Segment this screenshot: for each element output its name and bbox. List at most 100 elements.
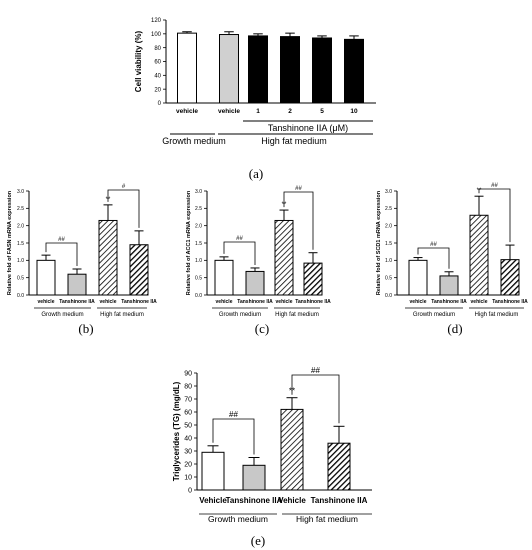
y-tick-label: 0.0 <box>195 293 202 299</box>
comparison-bracket <box>283 191 314 250</box>
significance-hash: ## <box>229 410 238 419</box>
y-tick-label: 100 <box>151 32 162 38</box>
category-label: Tanshinone IIA <box>226 496 283 505</box>
significance-hash: # <box>122 184 126 190</box>
y-tick-label: 1.5 <box>385 241 392 247</box>
significance-hash: ## <box>311 366 320 375</box>
y-axis-label: Relative fold of ACC1 mRNA expression <box>186 190 192 295</box>
category-label: vehicle <box>100 299 117 305</box>
comparison-bracket <box>417 247 450 269</box>
y-tick-label: 3.0 <box>385 189 392 195</box>
y-tick-label: 50 <box>184 422 192 429</box>
category-label: vehicle <box>218 108 240 115</box>
bar <box>312 37 332 104</box>
comparison-bracket <box>212 418 255 455</box>
category-label: Tanshinone IIA <box>121 299 157 305</box>
panel-letter-d: (d) <box>447 321 462 336</box>
group-label: High fat medium <box>100 312 144 318</box>
category-label: Vehicle <box>278 496 306 505</box>
bar <box>327 442 351 491</box>
group-label: Growth medium <box>219 312 261 318</box>
category-label: 2 <box>288 108 292 115</box>
significance-hash: ## <box>295 186 302 192</box>
bar <box>98 219 118 296</box>
significance-hash: ## <box>58 237 65 243</box>
bar <box>344 38 364 104</box>
category-label: Tanshinone IIA <box>59 299 95 305</box>
group-label: High fat medium <box>296 514 358 524</box>
bar <box>469 214 489 296</box>
group-label: High fat medium <box>475 312 519 318</box>
y-tick-label: 2.0 <box>195 223 202 229</box>
y-tick-label: 2.5 <box>385 206 392 212</box>
panel-letter-c: (c) <box>255 321 269 336</box>
chart-b: 0.0 0.5 1.0 1.5 2.0 2.5 3.0 Relative fold of FA… <box>7 184 157 318</box>
bar <box>214 259 234 296</box>
y-axis-label: Relative fold of FASN mRNA expression <box>7 190 13 295</box>
bar <box>129 244 149 296</box>
bar <box>242 464 266 491</box>
bar <box>274 219 294 296</box>
bar <box>36 259 56 296</box>
y-axis-label: Triglycerides (TG) (mg/dL) <box>172 381 181 481</box>
comparison-bracket <box>223 241 256 265</box>
comparison-bracket <box>478 188 511 243</box>
y-tick-label: 1.0 <box>385 258 392 264</box>
y-tick-label: 40 <box>154 73 161 79</box>
y-tick-label: 70 <box>184 396 192 403</box>
group-label: Growth medium <box>41 312 83 318</box>
group-label-tanshinone-a: Tanshinone IIA (μM) <box>268 123 348 133</box>
y-tick-label: 1.0 <box>195 258 202 264</box>
significance-hash: ## <box>236 236 243 242</box>
bar <box>177 32 197 104</box>
comparison-bracket <box>107 189 140 228</box>
category-label: Vehicle <box>199 496 227 505</box>
group-label: Growth medium <box>208 514 268 524</box>
category-label: vehicle <box>176 108 198 115</box>
y-tick-label: 3.0 <box>17 189 24 195</box>
y-tick-label: 1.0 <box>17 258 24 264</box>
bar <box>500 259 520 296</box>
y-axis-label: Relative fold of SCD1 mRNA expression <box>376 190 382 295</box>
significance-hash: ## <box>491 183 498 189</box>
y-tick-label: 30 <box>184 448 192 455</box>
y-tick-label: 0.5 <box>195 275 202 281</box>
y-tick-label: 0.0 <box>17 293 24 299</box>
y-tick-label: 80 <box>154 46 161 52</box>
category-label: vehicle <box>38 299 55 305</box>
y-tick-label: 0.5 <box>385 275 392 281</box>
significance-hash: ## <box>430 242 437 248</box>
bar <box>280 408 304 491</box>
category-label: vehicle <box>276 299 293 305</box>
y-axis-label: Cell viability (%) <box>134 30 143 92</box>
y-tick-label: 0 <box>158 101 162 107</box>
y-tick-label: 3.0 <box>195 189 202 195</box>
panel-letter-e: (e) <box>251 533 265 548</box>
y-tick-label: 0.0 <box>385 293 392 299</box>
comparison-bracket <box>45 242 78 266</box>
bar <box>201 451 225 491</box>
y-tick-label: 2.0 <box>385 223 392 229</box>
y-tick-label: 0.5 <box>17 275 24 281</box>
panel-letter-a: (a) <box>249 166 263 181</box>
bar <box>408 259 428 296</box>
category-label: vehicle <box>410 299 427 305</box>
category-label: vehicle <box>216 299 233 305</box>
y-tick-label: 90 <box>184 370 192 377</box>
y-tick-label: 40 <box>184 435 192 442</box>
y-tick-label: 10 <box>184 474 192 481</box>
group-label-highfat-a: High fat medium <box>261 136 327 146</box>
bar <box>245 270 265 296</box>
category-label: Tanshinone IIA <box>237 299 273 305</box>
group-label: Growth medium <box>413 312 455 318</box>
y-tick-label: 2.5 <box>195 206 202 212</box>
y-tick-label: 120 <box>151 18 162 24</box>
y-tick-label: 60 <box>154 60 161 66</box>
y-tick-label: 20 <box>154 87 161 93</box>
y-tick-label: 0 <box>188 487 192 494</box>
bar <box>280 36 300 104</box>
chart-a: 0 20 40 60 80 100 120 Cell viability (%) vehicle… <box>134 18 376 115</box>
